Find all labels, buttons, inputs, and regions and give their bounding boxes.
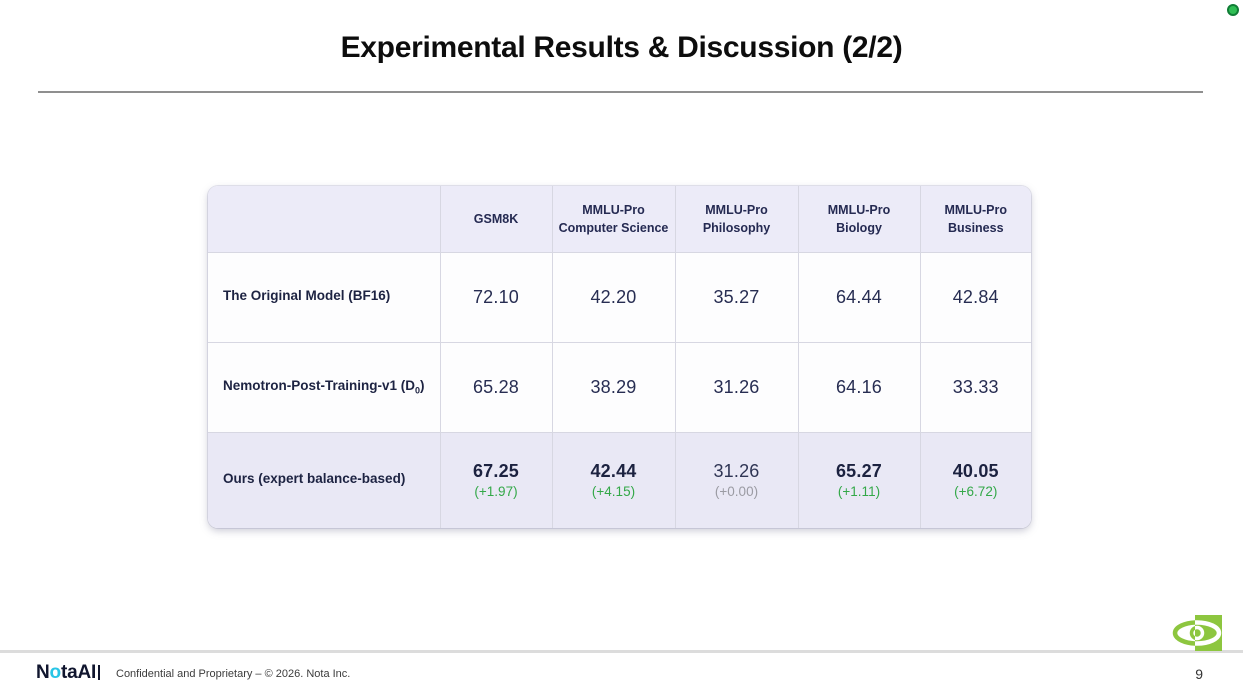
cell-value: 65.27 [835,461,883,482]
confidential-notice: Confidential and Proprietary – © 2026. N… [116,668,351,680]
column-header-mmlu-pro-philosophy: MMLU-Pro Philosophy [674,186,798,252]
table-cell: 67.25 (+1.97) [439,431,552,528]
cell-delta: (+6.72) [954,484,998,500]
column-header-label: MMLU-Pro [705,202,768,217]
cell-value: 38.29 [590,376,637,397]
footer-divider [0,650,1243,653]
table-cell: 65.27 (+1.11) [797,431,920,528]
brand-letter: N [36,662,50,683]
cell-delta: (+4.15) [591,484,636,500]
table-cell: 64.44 [797,251,920,342]
table-cell: 31.26 [674,341,798,432]
page-title: Experimental Results & Discussion (2/2) [340,31,903,64]
table-cell: 40.05 (+6.72) [919,431,1031,528]
brand-letters-ai: AI [77,662,97,683]
results-table-grid: GSM8K MMLU-Pro Computer Science MMLU-Pro… [208,186,1031,528]
column-header-sublabel: Computer Science [558,220,669,235]
table-cell: 64.16 [797,341,920,432]
results-table: GSM8K MMLU-Pro Computer Science MMLU-Pro… [208,186,1031,528]
row-label: The Original Model (BF16) [208,251,440,342]
cell-value: 42.44 [590,461,637,482]
table-cell: 72.10 [439,251,552,342]
row-label-text: The Original Model (BF16) [223,288,391,304]
cell-value: 35.27 [713,286,760,307]
table-header-row: GSM8K MMLU-Pro Computer Science MMLU-Pro… [208,186,1031,252]
nota-ai-logo: NotaAI [36,662,101,683]
column-header-label: MMLU-Pro [944,202,1008,217]
column-header-sublabel: Business [947,220,1004,235]
cell-value: 72.10 [472,286,520,307]
page-number: 9 [1195,666,1203,682]
cell-value: 31.26 [713,461,760,482]
cell-value: 64.44 [835,286,883,307]
cell-value: 67.25 [472,461,520,482]
column-header-mmlu-pro-business: MMLU-Pro Business [919,186,1031,252]
column-header-blank [208,186,440,252]
brand-letter-accent: o [49,662,62,683]
table-cell: 42.20 [551,251,675,342]
cell-value: 33.33 [952,376,999,397]
nvidia-logo-icon [1172,615,1222,651]
cell-value: 42.20 [590,286,637,307]
row-label-text: Nemotron-Post-Training-v1 (D [223,378,416,394]
table-row-original-model: The Original Model (BF16) 72.10 42.20 35… [208,251,1031,342]
table-cell: 65.28 [439,341,552,432]
row-label: Ours (expert balance-based) [208,431,440,528]
column-header-mmlu-pro-biology: MMLU-Pro Biology [797,186,920,252]
column-header-label: MMLU-Pro [582,202,645,217]
column-header-label: GSM8K [473,211,519,226]
cell-value: 31.26 [713,376,760,397]
table-cell: 31.26 (+0.00) [674,431,798,528]
cell-value: 42.84 [952,286,999,307]
table-cell: 33.33 [919,341,1031,432]
brand-letters: ta [60,662,78,683]
cell-value: 64.16 [835,376,883,397]
brand-bar [98,665,101,680]
cell-delta: (+1.11) [837,484,881,500]
table-cell: 42.44 (+4.15) [551,431,675,528]
row-label-subscript: 0 [415,385,421,396]
table-cell: 35.27 [674,251,798,342]
row-label-end: ) [420,378,425,394]
recording-status-dot-icon [1227,4,1239,16]
column-header-mmlu-pro-computer-science: MMLU-Pro Computer Science [551,186,675,252]
row-label-text: Ours (expert balance-based) [223,471,406,487]
table-cell: 38.29 [551,341,675,432]
column-header-gsm8k: GSM8K [439,186,552,252]
table-row-ours: Ours (expert balance-based) 67.25 (+1.97)… [208,431,1031,528]
column-header-sublabel: Biology [836,220,882,235]
table-row-nemotron: Nemotron-Post-Training-v1 (D0) 65.28 38.… [208,341,1031,432]
cell-delta: (+0.00) [714,484,759,500]
table-cell: 42.84 [919,251,1031,342]
title-divider [38,91,1203,93]
column-header-label: MMLU-Pro [827,202,891,217]
cell-value: 65.28 [472,376,520,397]
column-header-sublabel: Philosophy [702,220,771,235]
cell-delta: (+1.97) [474,484,518,500]
cell-value: 40.05 [952,461,999,482]
row-label: Nemotron-Post-Training-v1 (D0) [208,341,440,432]
